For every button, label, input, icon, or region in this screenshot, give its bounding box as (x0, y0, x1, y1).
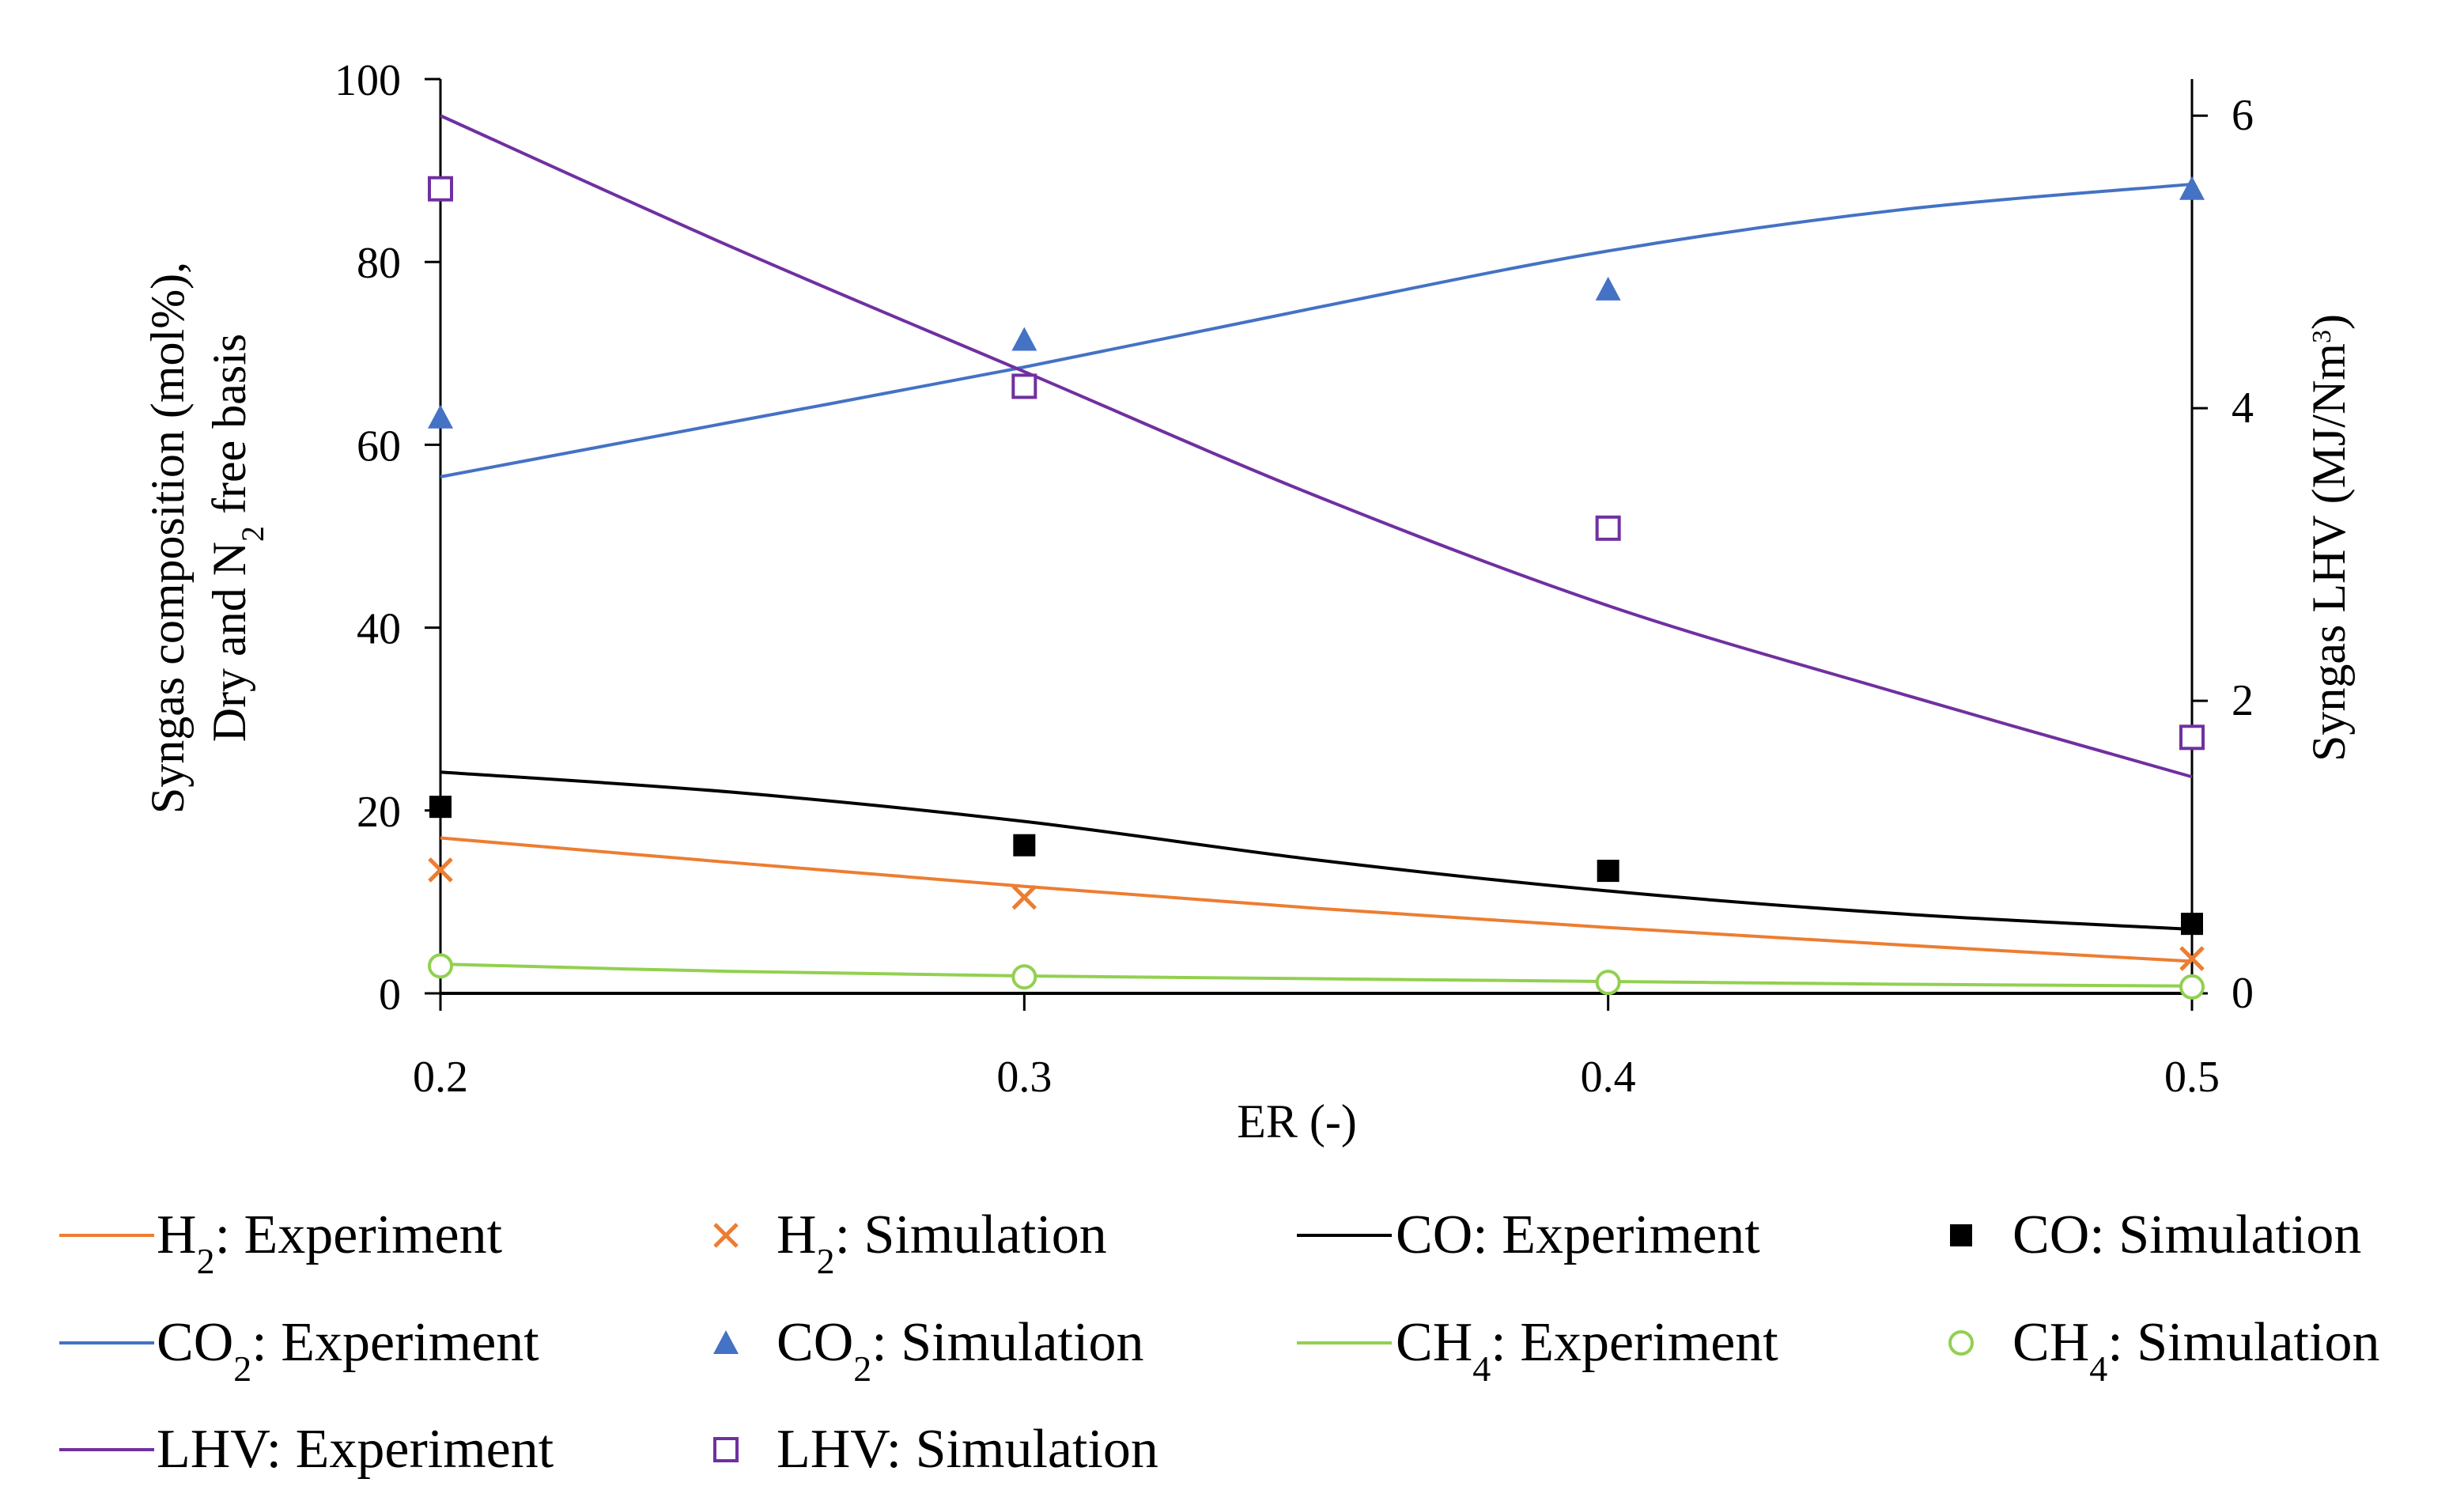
lhv-exp-line (440, 114, 2193, 779)
y-left-ticks: 0 20 40 60 80 100 (334, 56, 440, 1019)
svg-text:Syngas LHV (MJ/Nm3): Syngas LHV (MJ/Nm3) (2303, 314, 2355, 762)
y-left-tick-label: 20 (357, 788, 401, 837)
co-sim-point (429, 796, 452, 819)
co2-sim-point (428, 404, 453, 429)
legend-item-co2-sim: CO2: Simulation (713, 1312, 1143, 1389)
ch4-sim-point (1011, 964, 1037, 990)
ch4-exp-line (440, 963, 2193, 988)
lhv-sim-point (428, 176, 453, 202)
legend-item-co2-exp: CO2: Experiment (59, 1312, 539, 1389)
y-left-tick-label: 80 (357, 239, 401, 288)
legend-label: CO2: Experiment (157, 1312, 539, 1389)
y-left-title-line1: Syngas composition (mol%), (142, 262, 194, 814)
legend-swatch (1948, 1330, 1974, 1356)
h2-sim-point (1011, 884, 1037, 910)
ch4-sim-point (428, 953, 453, 979)
co2-sim-point (2179, 176, 2205, 200)
legend-item-co-exp: CO: Experiment (1297, 1205, 1760, 1265)
co-sim-point (1597, 860, 1619, 883)
legend-swatch (713, 1437, 739, 1462)
y-right-axis-title: Syngas LHV (MJ/Nm3) (2303, 314, 2355, 762)
legend-swatch (1950, 1224, 1972, 1246)
h2-sim-point (428, 857, 453, 883)
h2-exp-line (440, 836, 2193, 963)
y-right-tick-label: 0 (2232, 969, 2254, 1018)
legend-label: CO: Experiment (1396, 1205, 1760, 1265)
x-tick-label: 0.4 (1581, 1053, 1636, 1102)
legend-label: CH4: Experiment (1396, 1312, 1778, 1389)
legend-label: CO2: Simulation (777, 1312, 1143, 1389)
legend-item-lhv-exp: LHV: Experiment (59, 1419, 554, 1480)
series-lines (440, 114, 2193, 988)
y-left-title-line2: Dry and N2 free basis (203, 334, 270, 743)
ch4-sim-point (1595, 970, 1621, 996)
legend: H2: Experiment H2: Simulation CO: Experime… (59, 1205, 2379, 1480)
legend-item-ch4-sim: CH4: Simulation (1948, 1312, 2379, 1389)
co-sim-point (2181, 913, 2203, 936)
h2-sim-point (2179, 946, 2205, 971)
legend-item-h2-exp: H2: Experiment (59, 1205, 503, 1281)
legend-item-ch4-exp: CH4: Experiment (1297, 1312, 1778, 1389)
lhv-sim-point (1011, 373, 1037, 399)
legend-item-co-sim: CO: Simulation (1950, 1205, 2361, 1265)
legend-label: CO: Simulation (2012, 1205, 2361, 1265)
y-right-tick-label: 6 (2232, 91, 2254, 140)
co-exp-line (440, 770, 2193, 932)
x-tick-label: 0.5 (2164, 1053, 2220, 1102)
y-left-axis-title: Syngas composition (mol%), Dry and N2 fr… (142, 262, 270, 814)
legend-swatch (713, 1223, 739, 1248)
y-right-tick-label: 4 (2232, 384, 2254, 433)
co2-sim-point (1011, 327, 1037, 351)
legend-label: CH4: Simulation (2012, 1312, 2379, 1389)
ch4-sim-point (2179, 974, 2205, 1000)
x-tick-label: 0.3 (996, 1053, 1052, 1102)
y-right-ticks: 0 2 4 6 (2192, 91, 2254, 1018)
legend-label: LHV: Simulation (777, 1419, 1158, 1480)
co2-exp-line (440, 182, 2193, 478)
y-left-tick-label: 60 (357, 422, 401, 471)
co-sim-point (1013, 834, 1036, 857)
legend-label: LHV: Experiment (157, 1419, 554, 1480)
legend-label: H2: Simulation (777, 1205, 1107, 1281)
x-tick-label: 0.2 (413, 1053, 468, 1102)
y-left-tick-label: 0 (379, 970, 401, 1019)
lhv-sim-point (1595, 515, 1621, 541)
y-left-tick-label: 40 (357, 605, 401, 654)
co2-sim-point (1595, 276, 1621, 301)
y-right-tick-label: 2 (2232, 676, 2254, 725)
lhv-sim-point (2179, 724, 2205, 751)
legend-item-h2-sim: H2: Simulation (713, 1205, 1107, 1281)
series-markers (428, 176, 2205, 1000)
legend-swatch (713, 1330, 739, 1354)
y-left-tick-label: 100 (334, 56, 401, 105)
x-axis-title: ER (-) (1237, 1095, 1357, 1148)
legend-label: H2: Experiment (157, 1205, 503, 1281)
x-ticks: 0.2 0.3 0.4 0.5 (413, 993, 2220, 1102)
legend-item-lhv-sim: LHV: Simulation (713, 1419, 1158, 1480)
